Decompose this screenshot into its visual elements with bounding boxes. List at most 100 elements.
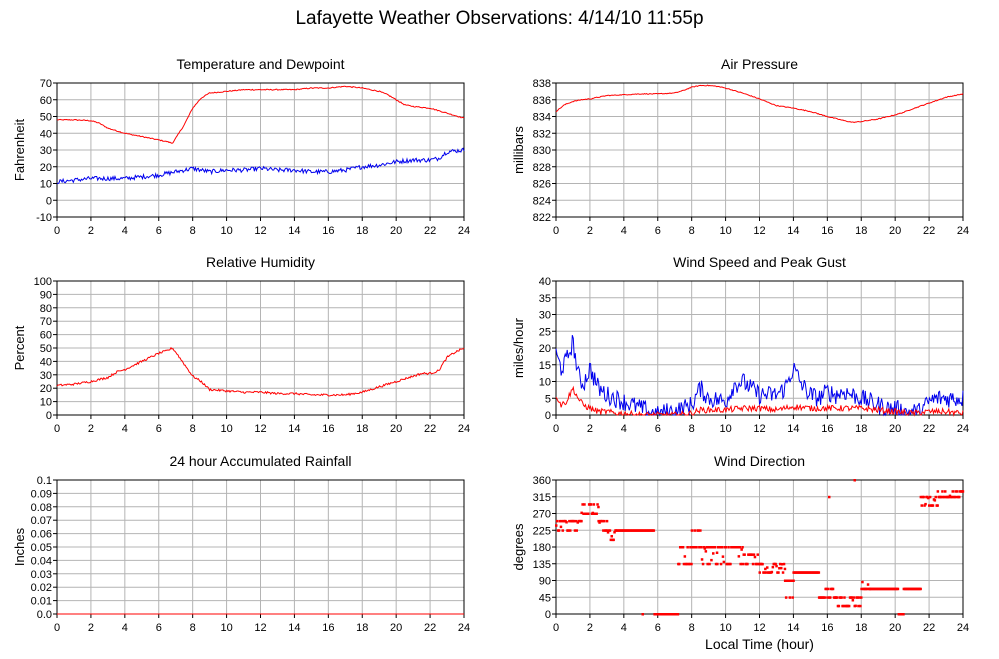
x-tick-label: 8 [689,622,695,634]
wind-direction-point [840,596,843,599]
wind-direction-point [856,596,859,599]
y-tick-label: 20 [40,162,52,174]
y-tick-label: 50 [40,112,52,124]
x-tick-label: 0 [54,423,60,435]
wind-direction-point [896,587,900,591]
wind-direction-point [612,538,615,542]
y-tick-label: -10 [36,212,52,224]
wind-direction-point [724,546,727,549]
y-tick-label: 5 [545,393,551,405]
x-tick-label: 0 [54,622,60,634]
x-tick-label: 4 [621,622,627,634]
x-tick-label: 20 [390,622,402,634]
x-tick-label: 14 [787,423,799,435]
wind-direction-point [865,587,869,591]
x-tick-label: 22 [923,225,935,237]
scatter-points [555,479,965,616]
x-tick-label: 16 [821,225,833,237]
chart-title: Wind Speed and Peak Gust [673,254,846,270]
wind-direction-point [575,529,578,532]
wind-direction-point [574,519,578,523]
y-tick-label: 832 [533,128,551,140]
chart-title: Temperature and Dewpoint [176,56,344,72]
y-tick-label: 0.07 [31,515,52,527]
y-tick-label: 824 [533,195,551,207]
y-tick-label: 30 [539,310,551,322]
wind-direction-point [720,546,724,549]
wind-direction-point [780,566,783,570]
wind-direction-point [743,553,746,556]
wind-direction-point [788,596,792,599]
x-tick-label: 0 [553,225,559,237]
wind-direction-point [944,490,947,493]
wind-direction-point [861,580,864,584]
y-tick-label: 60 [40,95,52,107]
wind-direction-point [609,538,613,542]
wind-direction-point [763,571,766,574]
x-tick-label: 18 [356,622,368,634]
wind-direction-point [708,562,711,566]
x-tick-label: 14 [288,423,300,435]
y-axis-label: Inches [12,527,27,566]
wind-direction-point [737,555,741,558]
x-tick-label: 24 [957,622,969,634]
wind-direction-point [689,546,692,549]
wind-direction-point [827,587,830,591]
wind-direction-point [580,519,583,523]
wind-direction-point [765,571,768,574]
chart-title: Wind Direction [714,453,805,469]
wind-direction-point [587,512,590,515]
wind-direction-point [681,546,685,549]
wind-direction-point [700,558,704,561]
wind-direction-point [941,490,944,493]
x-tick-label: 0 [553,423,559,435]
wind-direction-point [858,596,861,599]
wind-direction-point [783,567,787,571]
x-tick-label: 10 [719,622,731,634]
wind-direction-point [561,529,564,532]
x-tick-label: 12 [254,423,266,435]
wind-direction-point [721,555,725,558]
wind-direction-point [605,529,609,532]
wind-direction-point [715,551,719,554]
x-tick-label: 8 [190,225,196,237]
wind-direction-point [719,562,723,566]
y-tick-label: 270 [533,509,551,521]
wind-direction-point [837,604,841,608]
wind-direction-point [722,560,726,564]
y-tick-label: 828 [533,162,551,174]
x-tick-label: 8 [190,423,196,435]
wind-direction-point [741,562,744,566]
wind-direction-point [741,546,744,549]
x-tick-label: 16 [821,622,833,634]
wind-direction-point [695,546,698,549]
x-tick-label: 14 [288,225,300,237]
wind-direction-point [739,562,742,566]
x-tick-label: 8 [689,225,695,237]
wind-direction-point [825,587,828,591]
wind-direction-point [791,596,794,599]
wind-direction-point [859,604,862,608]
wind-direction-point [934,495,937,499]
y-tick-label: 10 [40,397,52,409]
wind-direction-point [700,546,703,549]
x-tick-label: 6 [655,622,661,634]
wind-direction-point [555,519,559,523]
wind-direction-point [782,562,786,566]
x-tick-label: 14 [288,622,300,634]
wind-direction-point [610,535,613,538]
wind-direction-point [726,562,729,566]
wind-direction-point [712,552,715,555]
x-tick-label: 24 [957,225,969,237]
wind-direction-point [555,524,558,527]
series-line-red [555,84,964,124]
wind-direction-point [847,604,851,608]
wind-direction-point [688,562,691,566]
x-tick-label: 20 [390,423,402,435]
wind-direction-point [771,565,775,569]
y-tick-label: 90 [539,576,551,588]
wind-direction-point [936,504,939,507]
wind-direction-point [943,495,946,499]
x-tick-label: 4 [122,423,128,435]
wind-direction-point [613,531,616,534]
